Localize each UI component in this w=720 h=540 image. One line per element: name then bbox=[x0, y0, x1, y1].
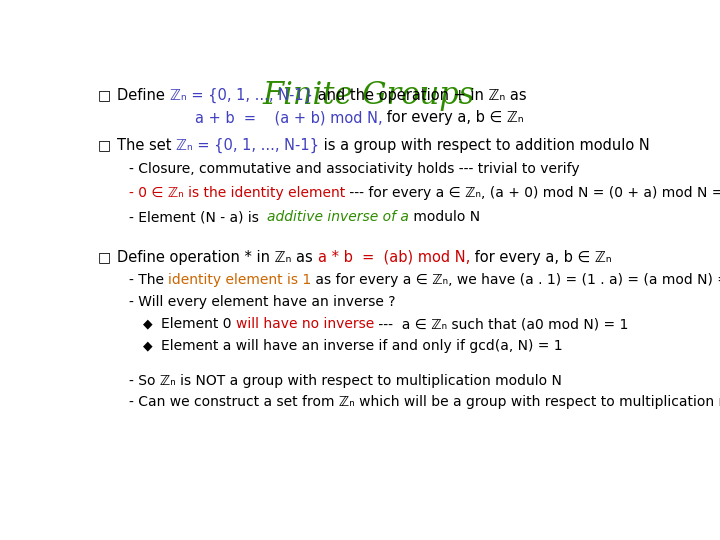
Text: □: □ bbox=[97, 139, 110, 153]
Text: for every a, b ∈ ℤₙ: for every a, b ∈ ℤₙ bbox=[382, 111, 524, 125]
Text: - Element (N - a) is: - Element (N - a) is bbox=[129, 210, 267, 224]
Text: ◆: ◆ bbox=[143, 339, 153, 353]
Text: □: □ bbox=[97, 251, 110, 264]
Text: will have no inverse: will have no inverse bbox=[236, 318, 374, 332]
Text: is a group with respect to addition modulo N: is a group with respect to addition modu… bbox=[319, 138, 650, 153]
Text: ---  a ∈ ℤₙ such that (a0 mod N) = 1: --- a ∈ ℤₙ such that (a0 mod N) = 1 bbox=[374, 318, 629, 332]
Text: Element 0: Element 0 bbox=[161, 318, 236, 332]
Text: modulo N: modulo N bbox=[409, 210, 480, 224]
Text: Finite Groups: Finite Groups bbox=[263, 80, 475, 111]
Text: - The: - The bbox=[129, 273, 168, 287]
Text: Element a will have an inverse if and only if gcd(a, N) = 1: Element a will have an inverse if and on… bbox=[161, 339, 563, 353]
Text: - Will every element have an inverse ?: - Will every element have an inverse ? bbox=[129, 295, 395, 309]
Text: as for every a ∈ ℤₙ, we have (a . 1) = (1 . a) = (a mod N) = a: as for every a ∈ ℤₙ, we have (a . 1) = (… bbox=[311, 273, 720, 287]
Text: - So ℤₙ is NOT a group with respect to multiplication modulo N: - So ℤₙ is NOT a group with respect to m… bbox=[129, 374, 562, 388]
Text: The set: The set bbox=[117, 138, 176, 153]
Text: Define operation * in ℤₙ as: Define operation * in ℤₙ as bbox=[117, 250, 318, 265]
Text: identity element is 1: identity element is 1 bbox=[168, 273, 311, 287]
Text: ◆: ◆ bbox=[143, 318, 153, 331]
Text: Define: Define bbox=[117, 88, 170, 103]
Text: additive inverse of a: additive inverse of a bbox=[267, 210, 409, 224]
Text: ℤₙ = {0, 1, ..., N-1}: ℤₙ = {0, 1, ..., N-1} bbox=[170, 88, 312, 103]
Text: a * b  =  (ab) mod N,: a * b = (ab) mod N, bbox=[318, 250, 469, 265]
Text: for every a, b ∈ ℤₙ: for every a, b ∈ ℤₙ bbox=[469, 250, 611, 265]
Text: - Closure, commutative and associativity holds --- trivial to verify: - Closure, commutative and associativity… bbox=[129, 162, 580, 176]
Text: - Can we construct a set from ℤₙ which will be a group with respect to multiplic: - Can we construct a set from ℤₙ which w… bbox=[129, 395, 720, 409]
Text: - 0 ∈ ℤₙ is the identity element: - 0 ∈ ℤₙ is the identity element bbox=[129, 186, 345, 200]
Text: a + b  =    (a + b) mod N,: a + b = (a + b) mod N, bbox=[194, 111, 382, 125]
Text: □: □ bbox=[97, 89, 110, 103]
Text: and the operation + in ℤₙ as: and the operation + in ℤₙ as bbox=[312, 88, 526, 103]
Text: --- for every a ∈ ℤₙ, (a + 0) mod N = (0 + a) mod N = a: --- for every a ∈ ℤₙ, (a + 0) mod N = (0… bbox=[345, 186, 720, 200]
Text: ℤₙ = {0, 1, ..., N-1}: ℤₙ = {0, 1, ..., N-1} bbox=[176, 138, 319, 153]
